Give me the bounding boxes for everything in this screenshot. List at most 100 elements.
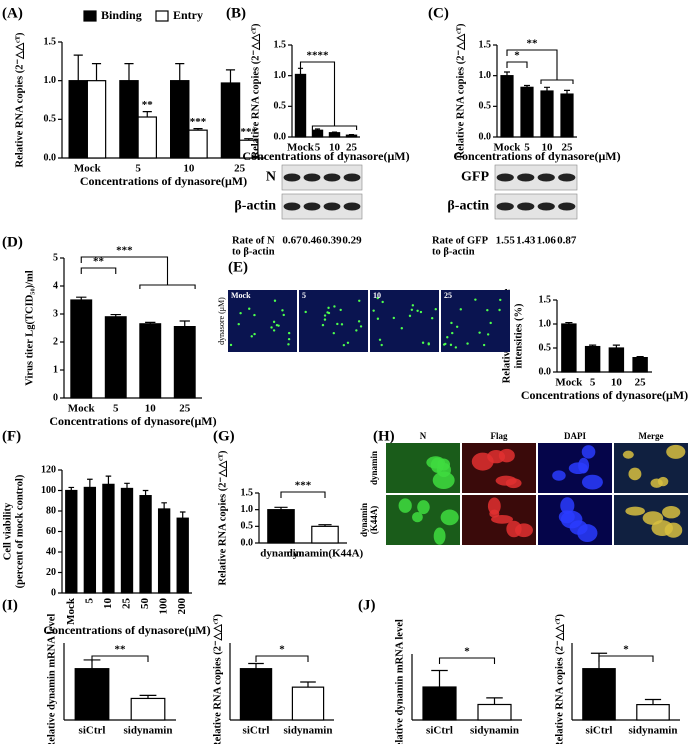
y-tick-label: 3 <box>53 308 58 319</box>
cell-signal <box>253 313 256 317</box>
y-tick-label: 100 <box>41 485 56 496</box>
y-tick-label: 0 <box>51 587 56 598</box>
bar <box>632 357 648 373</box>
image-column-label: 5 <box>302 291 306 300</box>
x-tick-label: 10 <box>611 377 623 389</box>
x-tick-label: 10 <box>102 598 114 610</box>
error-bar <box>142 111 152 118</box>
x-axis-label: Concentrations of dynasore(μM) <box>80 174 247 188</box>
image-column-label: 25 <box>444 291 452 300</box>
image-row-label: dynamin <box>359 503 369 537</box>
cell-signal <box>272 329 276 332</box>
x-tick-label: 10 <box>329 142 341 154</box>
cell <box>666 444 686 459</box>
cell-signal <box>229 343 233 347</box>
y-axis-label: Cell viability <box>2 502 13 560</box>
bar <box>291 686 325 721</box>
significance: **** <box>307 50 330 62</box>
x-tick-label: 100 <box>158 598 170 615</box>
error-bar <box>179 511 186 519</box>
bar <box>86 80 107 159</box>
cell <box>432 471 455 490</box>
blot-band <box>496 173 514 182</box>
y-tick-label: 1.5 <box>479 39 492 50</box>
y-axis-label: (percent of mock control) <box>14 474 25 588</box>
x-axis-label: Concentrations of dynasore(μM) <box>49 414 216 428</box>
cell-signal <box>281 309 284 312</box>
x-tick-label: Mock <box>494 142 522 154</box>
significance: *** <box>241 126 258 138</box>
significance-bracket <box>255 655 309 662</box>
cell <box>622 450 634 459</box>
y-tick-label: 5 <box>53 252 58 263</box>
error-bar <box>544 86 550 91</box>
cell-signal <box>332 331 336 335</box>
y-axis-label: intensities (%) <box>513 303 524 369</box>
bar <box>119 80 139 159</box>
cell-signal <box>333 305 336 308</box>
cell-signal <box>378 338 382 341</box>
error-bar <box>139 694 157 699</box>
significance: * <box>464 646 470 658</box>
x-axis-label: Concentrations of dynasore(μM) <box>521 388 688 402</box>
error-bar <box>297 67 304 75</box>
x-tick-label: 10 <box>183 163 195 175</box>
bar <box>173 326 196 399</box>
blot-band <box>517 202 535 211</box>
x-tick-label: dynamin <box>260 548 302 560</box>
bar <box>311 525 339 544</box>
y-tick-label: 120 <box>41 464 56 475</box>
cell <box>581 445 596 459</box>
cell-signal <box>489 321 492 325</box>
significance: * <box>279 644 285 656</box>
cell-signal <box>355 329 358 332</box>
blot-row-label: β-actin <box>234 199 276 214</box>
bar <box>139 323 162 399</box>
image-column-label: Merge <box>639 431 664 441</box>
significance-bracket <box>598 655 654 662</box>
y-tick-label: 80 <box>46 505 56 516</box>
error-bar <box>179 320 190 327</box>
image-column-label: N <box>420 431 427 441</box>
legend-label: Entry <box>173 8 203 22</box>
cell-signal <box>408 314 412 318</box>
cell-signal <box>434 308 437 311</box>
bar <box>520 86 534 138</box>
error-bar <box>105 475 112 485</box>
x-tick-label: 5 <box>590 377 596 389</box>
y-axis-label: Relative RNA copies (2⁻△△ᶜᵀ) <box>217 450 228 585</box>
cell-signal <box>410 308 414 312</box>
blot-row-label: GFP <box>461 170 489 185</box>
error-bar <box>175 63 185 81</box>
legend-swatch <box>155 10 169 22</box>
cell <box>581 474 603 490</box>
x-tick-label: sidynamin <box>629 725 678 737</box>
cell-signal <box>287 343 290 346</box>
significance-bracket <box>280 491 326 498</box>
panel-label: (A) <box>2 5 23 21</box>
image-row-label: dynamin <box>369 451 379 485</box>
cell-signal <box>466 342 469 345</box>
y-tick-label: 0.5 <box>241 521 254 532</box>
y-axis-label: Virus titer Lg(TCID₅₀)/ml <box>24 270 35 385</box>
error-bar <box>314 128 321 131</box>
y-axis-label: Relative dynamin mRNA level <box>394 619 405 744</box>
significance: * <box>514 50 520 62</box>
x-tick-label: Mock <box>74 163 102 175</box>
rate-value: 0.39 <box>322 235 342 247</box>
blot-band <box>323 173 341 182</box>
cell-signal <box>451 331 454 335</box>
x-tick-label: Mock <box>65 597 77 625</box>
micrograph <box>370 290 439 352</box>
cell-signal <box>239 311 242 315</box>
cell-signal <box>287 337 291 341</box>
x-tick-label: 25 <box>346 142 358 154</box>
error-bar <box>110 313 121 317</box>
x-tick-label: 200 <box>176 598 188 615</box>
bar <box>422 686 457 721</box>
panel-label: (H) <box>373 428 395 444</box>
x-tick-label: siCtrl <box>586 725 613 737</box>
bar <box>636 703 670 721</box>
cell <box>417 500 430 515</box>
x-axis-label: Concentrations of dynasore(μM) <box>453 149 620 163</box>
